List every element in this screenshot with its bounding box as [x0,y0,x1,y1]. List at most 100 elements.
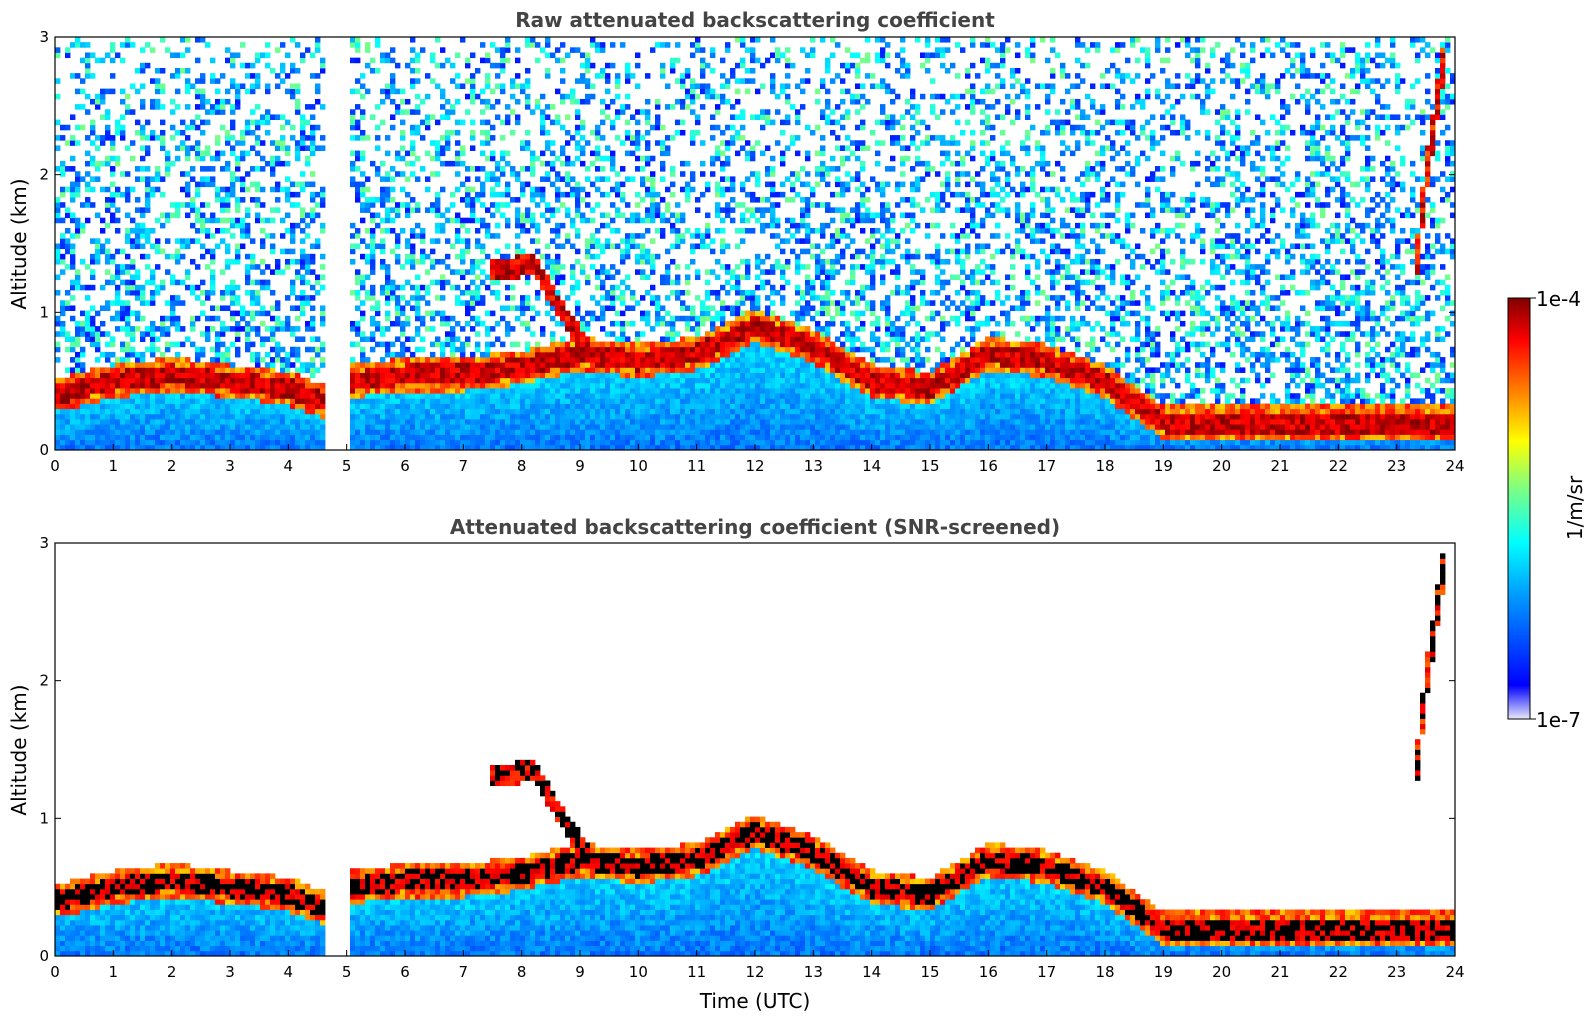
heatmap-cell [490,444,496,450]
heatmap-cell [170,300,176,306]
heatmap-cell [235,403,241,410]
heatmap-cell [540,331,546,337]
heatmap-cell [595,362,601,368]
heatmap-cell [360,346,366,353]
heatmap-cell [190,207,196,213]
heatmap-cell [555,197,561,203]
heatmap-cell [100,217,106,224]
heatmap-cell [350,181,356,188]
heatmap-cell [260,398,266,404]
heatmap-cell [550,434,556,441]
heatmap-cell [245,150,251,157]
heatmap-cell [85,434,91,441]
heatmap-cell [85,408,91,415]
heatmap-cell [485,403,491,410]
heatmap-cell [290,238,296,244]
heatmap-cell [565,388,571,394]
heatmap-cell [75,331,81,337]
heatmap-cell [195,362,201,368]
heatmap-cell [405,109,411,115]
heatmap-cell [75,176,81,182]
heatmap-cell [675,331,681,337]
heatmap-cell [650,388,656,394]
heatmap-cell [370,233,376,239]
heatmap-cell [305,212,311,219]
heatmap-cell [165,419,171,425]
heatmap-cell [370,372,376,379]
heatmap-cell [215,367,221,373]
heatmap-cell [240,42,246,48]
heatmap-cell [235,388,241,394]
heatmap-cell [425,393,431,399]
heatmap-cell [635,243,641,250]
heatmap-cell [415,202,421,208]
heatmap-cell [125,289,131,296]
heatmap-cell [490,42,496,48]
heatmap-cell [370,258,376,265]
heatmap-cell [540,419,546,425]
heatmap-cell [565,326,571,332]
heatmap-cell [495,382,501,389]
heatmap-cell [55,258,61,265]
heatmap-cell [175,320,181,327]
heatmap-cell [60,382,66,389]
heatmap-cell [645,217,651,224]
heatmap-cell [350,439,356,446]
heatmap-cell [190,362,196,368]
heatmap-cell [500,166,506,172]
heatmap-cell [275,83,281,90]
heatmap-cell [270,377,276,384]
heatmap-cell [610,150,616,157]
heatmap-cell [455,228,461,234]
heatmap-cell [460,367,466,373]
heatmap-cell [350,419,356,425]
heatmap-cell [445,398,451,404]
heatmap-cell [120,248,126,255]
heatmap-cell [75,279,81,286]
heatmap-cell [85,382,91,389]
heatmap-cell [150,439,156,446]
heatmap-cell [620,419,626,425]
heatmap-cell [540,429,546,435]
heatmap-cell [595,150,601,157]
heatmap-cell [175,413,181,420]
heatmap-cell [220,393,226,399]
heatmap-cell [175,129,181,136]
heatmap-cell [565,382,571,389]
heatmap-cell [645,351,651,358]
heatmap-cell [180,377,186,384]
heatmap-cell [320,274,326,281]
heatmap-cell [245,320,251,327]
heatmap-cell [195,351,201,358]
heatmap-cell [445,140,451,146]
heatmap-cell [175,367,181,373]
heatmap-cell [655,295,661,301]
heatmap-cell [655,310,661,317]
heatmap-cell [265,424,271,430]
heatmap-cell [290,393,296,399]
heatmap-cell [580,212,586,219]
heatmap-cell [265,403,271,410]
heatmap-cell [470,78,476,84]
heatmap-cell [510,341,516,348]
heatmap-cell [360,300,366,306]
heatmap-cell [655,124,661,131]
heatmap-cell [395,300,401,306]
heatmap-cell [510,129,516,136]
heatmap-cell [240,372,246,379]
heatmap-cell [400,403,406,410]
heatmap-cell [675,119,681,126]
heatmap-cell [180,37,186,43]
heatmap-cell [160,382,166,389]
heatmap-cell [150,186,156,193]
heatmap-cell [280,382,286,389]
heatmap-cell [500,419,506,425]
heatmap-cell [105,269,111,275]
heatmap-cell [535,439,541,446]
heatmap-cell [90,284,96,291]
heatmap-cell [280,346,286,353]
heatmap-cell [220,408,226,415]
heatmap-cell [370,305,376,312]
heatmap-cell [505,284,511,291]
heatmap-cell [390,186,396,193]
